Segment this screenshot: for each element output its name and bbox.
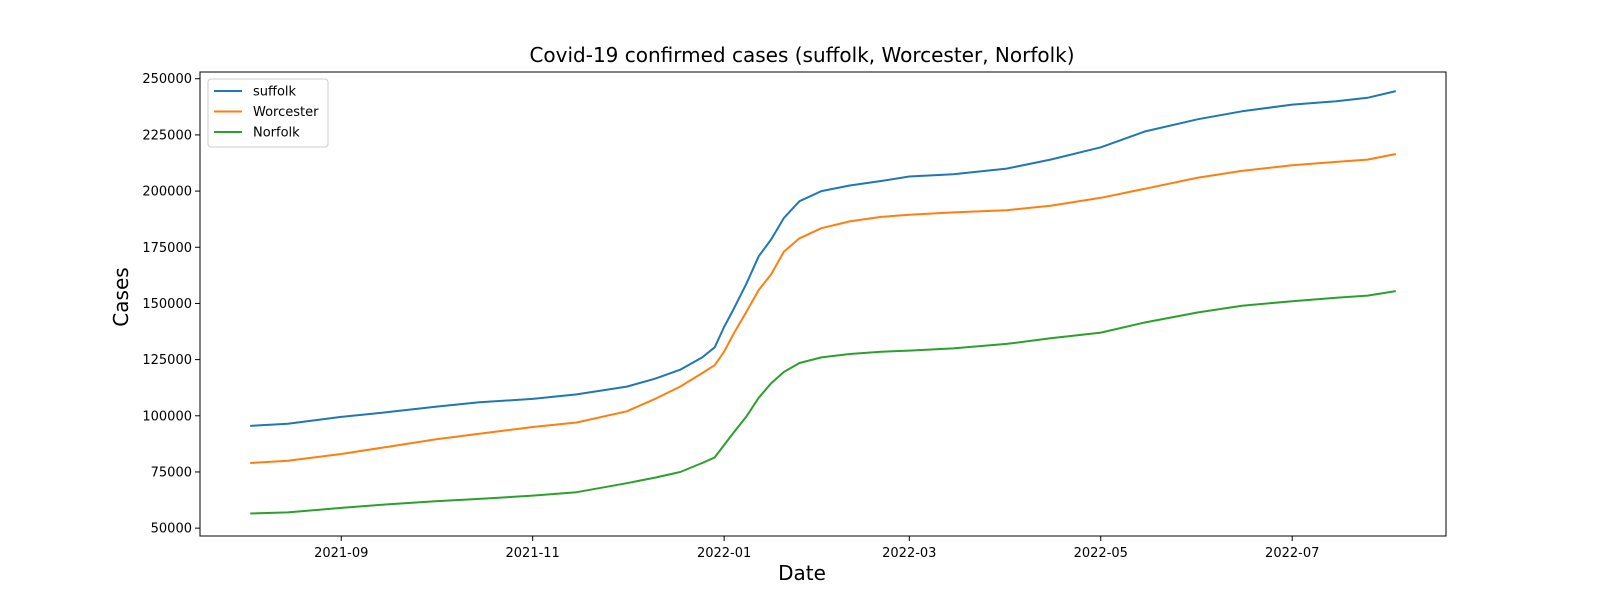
series-line-suffolk: [250, 90, 1397, 427]
x-tick-label: 2022-03: [882, 546, 936, 561]
y-tick-label: 100000: [142, 409, 192, 424]
legend-box: [207, 78, 329, 148]
y-axis: 50000 75000 100000 125000 150000 175000 200000…: [142, 72, 200, 537]
legend: suffolk Worcester Norfolk: [207, 78, 329, 148]
y-tick-label: 50000: [151, 522, 192, 537]
x-tick-label: 2021-11: [506, 546, 560, 561]
x-tick-label: 2022-05: [1074, 546, 1128, 561]
y-tick-label: 250000: [142, 72, 192, 87]
y-tick-label: 125000: [142, 353, 192, 368]
x-tick-label: 2022-01: [697, 546, 751, 561]
plot-frame: [199, 71, 1447, 537]
y-axis-title: Cases: [109, 267, 133, 326]
y-tick-label: 225000: [142, 128, 192, 143]
x-axis-title: Date: [778, 561, 826, 585]
x-axis: 2021-09 2021-11 2022-01 2022-03 2022-05 2022-…: [314, 536, 1319, 561]
y-tick-label: 150000: [142, 297, 192, 312]
plot-area: [250, 90, 1397, 515]
chart-title: Covid-19 confirmed cases (suffolk, Worce…: [529, 43, 1074, 67]
x-tick-label: 2022-07: [1265, 546, 1319, 561]
legend-label-worcester: Worcester: [253, 105, 319, 120]
series-line-worcester: [250, 153, 1396, 464]
series-line-norfolk: [250, 290, 1396, 515]
y-tick-label: 75000: [151, 465, 192, 480]
legend-label-norfolk: Norfolk: [253, 126, 300, 141]
legend-label-suffolk: suffolk: [253, 85, 297, 100]
y-tick-label: 175000: [142, 241, 192, 256]
y-tick-label: 200000: [142, 185, 192, 200]
x-tick-label: 2021-09: [314, 546, 368, 561]
